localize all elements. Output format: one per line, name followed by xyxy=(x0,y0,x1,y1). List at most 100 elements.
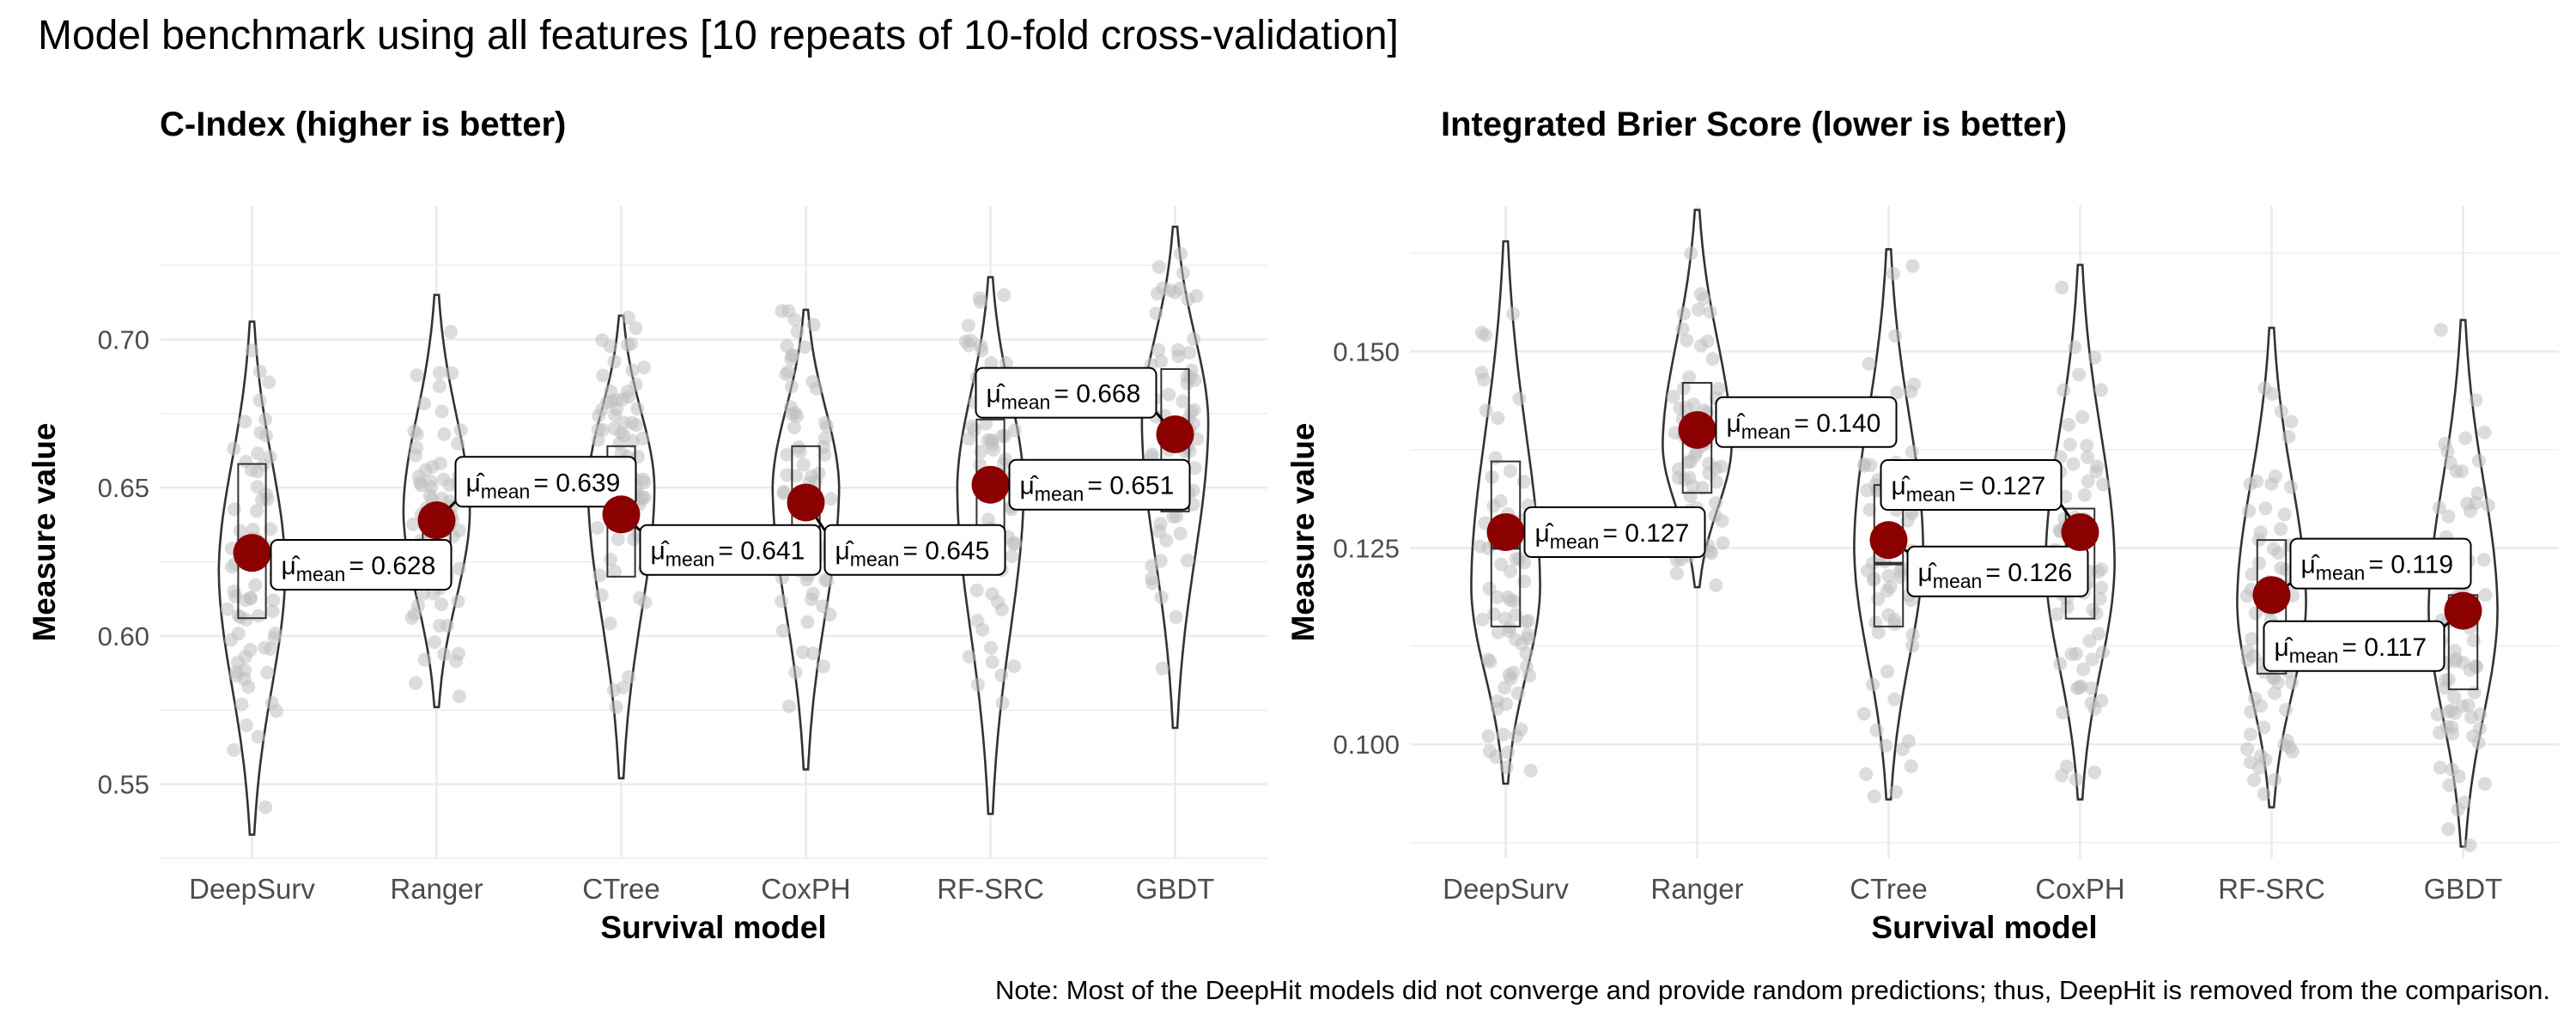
jitter-point xyxy=(1473,539,1487,554)
jitter-point xyxy=(2244,755,2258,770)
jitter-point xyxy=(451,436,465,451)
jitter-point xyxy=(1675,322,1690,336)
jitter-point xyxy=(432,366,447,380)
jitter-point xyxy=(268,627,283,640)
mean-point xyxy=(1486,513,1525,551)
jitter-point xyxy=(775,624,790,638)
jitter-point xyxy=(817,431,832,445)
jitter-point xyxy=(2274,560,2288,575)
jitter-point xyxy=(453,423,468,438)
jitter-point xyxy=(809,381,823,396)
jitter-point xyxy=(1683,489,1698,504)
jitter-point xyxy=(2059,759,2074,773)
jitter-point xyxy=(265,604,280,619)
jitter-point xyxy=(2069,772,2083,787)
mean-annotation: μ̂mean = 0.628 xyxy=(233,534,453,591)
jitter-point xyxy=(2094,580,2109,595)
panel-title: C-Index (higher is better) xyxy=(160,106,566,143)
jitter-point xyxy=(2093,591,2107,606)
mean-annotation: μ̂mean = 0.127 xyxy=(1486,506,1706,558)
jitter-point xyxy=(434,404,449,419)
jitter-point xyxy=(2245,567,2259,582)
mean-label-subscript: mean xyxy=(850,548,900,571)
jitter-point xyxy=(411,598,425,613)
jitter-point xyxy=(1496,727,1510,742)
y-tick-label: 0.65 xyxy=(98,473,149,503)
jitter-point xyxy=(1173,526,1188,541)
jitter-point xyxy=(608,564,622,579)
mean-label-symbol: μ̂ xyxy=(1892,472,1911,500)
jitter-point xyxy=(1862,502,1877,517)
jitter-point xyxy=(2258,752,2273,766)
jitter-point xyxy=(1152,524,1167,539)
mean-label-value: = 0.126 xyxy=(1985,559,2072,587)
mean-label-box xyxy=(823,524,1006,576)
jitter-point xyxy=(1171,342,1185,357)
mean-label-value: = 0.117 xyxy=(2342,633,2427,662)
jitter-point xyxy=(1869,723,1884,737)
jitter-point xyxy=(986,443,1000,457)
jitter-point xyxy=(2077,488,2092,502)
jitter-point xyxy=(1669,566,1684,580)
jitter-point xyxy=(239,612,253,627)
jitter-point xyxy=(823,492,838,506)
jitter-point xyxy=(1006,659,1021,674)
jitter-point xyxy=(413,476,427,490)
jitter-point xyxy=(2477,425,2492,439)
mean-label: μ̂mean = 0.641 xyxy=(651,537,805,571)
mean-label: μ̂mean = 0.668 xyxy=(987,380,1141,414)
jitter-point xyxy=(445,366,459,380)
jitter-point xyxy=(227,742,241,757)
jitter-point xyxy=(1145,572,1159,586)
jitter-point xyxy=(999,356,1013,370)
jitter-point xyxy=(258,800,273,815)
jitter-point xyxy=(1145,447,1159,462)
jitter-point xyxy=(410,440,424,455)
jitter-point xyxy=(2274,404,2288,419)
jitter-point xyxy=(1702,457,1716,470)
jitter-point xyxy=(410,368,424,383)
jitter-point xyxy=(2252,556,2266,571)
jitter-point xyxy=(227,441,241,456)
jitter-point xyxy=(604,394,618,409)
jitter-point xyxy=(1181,554,1194,567)
jitter-point xyxy=(1666,390,1680,404)
jitter-point xyxy=(2285,744,2300,759)
jitter-point xyxy=(1504,593,1518,608)
jitter-point xyxy=(1705,352,1720,367)
mean-label-box xyxy=(639,524,822,576)
mean-point xyxy=(1156,415,1194,453)
y-tick-label: 0.55 xyxy=(98,770,149,800)
x-tick-label: CTree xyxy=(582,873,659,905)
jitter-point xyxy=(1006,536,1021,551)
mean-label: μ̂mean = 0.639 xyxy=(466,469,621,502)
jitter-point xyxy=(238,593,252,608)
jitter-point xyxy=(1867,789,1881,803)
jitter-point xyxy=(220,602,234,616)
jitter-point xyxy=(1692,302,1705,317)
mean-label-subscript: mean xyxy=(665,548,715,571)
mean-label-symbol: μ̂ xyxy=(987,380,1005,409)
jitter-point xyxy=(2430,707,2445,722)
jitter-point xyxy=(817,415,832,430)
jitter-point xyxy=(258,412,272,427)
mean-label-value: = 0.119 xyxy=(2368,551,2453,579)
mean-label-value: = 0.639 xyxy=(533,469,620,497)
figure-title: Model benchmark using all features [10 r… xyxy=(38,13,1399,58)
jitter-point xyxy=(985,587,999,601)
jitter-point xyxy=(607,421,622,436)
mean-label-symbol: μ̂ xyxy=(2301,551,2320,579)
jitter-point xyxy=(607,354,622,369)
jitter-point xyxy=(1510,686,1525,700)
y-tick-label: 0.125 xyxy=(1333,533,1400,563)
jitter-point xyxy=(1170,509,1184,524)
jitter-point xyxy=(1176,266,1190,281)
jitter-point xyxy=(1866,556,1880,571)
mean-point xyxy=(2444,591,2482,630)
jitter-point xyxy=(251,446,265,461)
mean-label-subscript: mean xyxy=(1741,421,1791,443)
jitter-point xyxy=(425,459,440,474)
jitter-point xyxy=(2283,480,2298,494)
